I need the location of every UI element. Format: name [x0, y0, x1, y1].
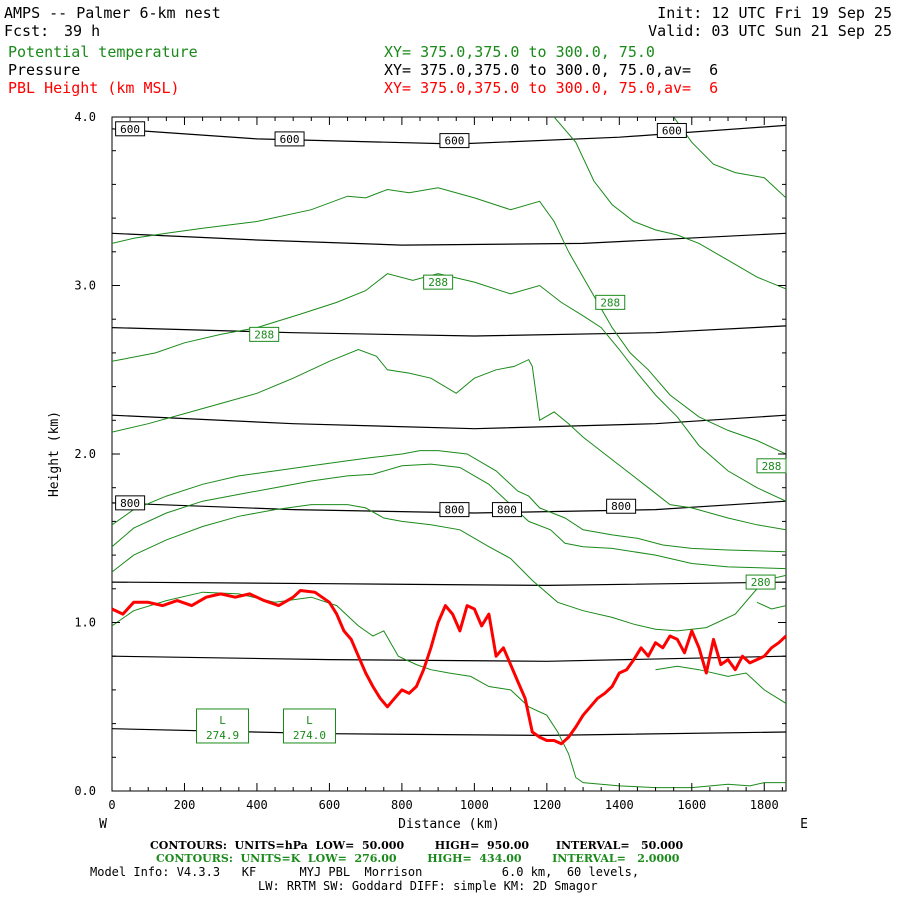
theta-label: 280 — [751, 576, 771, 589]
footer-theta-contours: CONTOURS: UNITS=K LOW= 276.00 HIGH= 434.… — [156, 852, 680, 865]
field-theta-name: Potential temperature — [8, 43, 198, 61]
pressure-label-box — [656, 122, 687, 138]
theta-contour-3 — [112, 273, 786, 502]
pressure-contour-850 — [112, 581, 786, 587]
theta-contour-4 — [112, 348, 786, 531]
pressure-label-box — [606, 498, 637, 514]
pressure-contour-650 — [112, 232, 786, 246]
valid-time: Valid: 03 UTC Sun 21 Sep 25 — [648, 22, 892, 40]
model-title: AMPS -- Palmer 6-km nest — [4, 4, 221, 22]
theta-contour-8 — [112, 591, 786, 789]
y-tick-label: 0.0 — [74, 784, 96, 798]
x-tick-label: 1600 — [677, 798, 706, 812]
theta-contour-0 — [553, 117, 786, 290]
low-marker-value: 274.0 — [293, 729, 326, 742]
forecast-label: Fcst: — [4, 22, 50, 40]
plot-frame — [111, 116, 787, 792]
theta-label-box — [745, 574, 776, 590]
pressure-label: 800 — [611, 500, 631, 513]
contour-labels: 600 600 600 600 800 800 800 800 288 288 288 288 280 L… — [115, 121, 787, 744]
low-marker-box — [196, 708, 250, 744]
pressure-label-box — [491, 502, 522, 518]
pressure-contour-800 — [112, 500, 786, 514]
theta-label: 288 — [600, 296, 620, 309]
low-marker-value: 274.9 — [206, 729, 239, 742]
pressure-label: 800 — [497, 504, 517, 517]
theta-label-box — [756, 458, 787, 474]
pressure-label-box — [439, 133, 470, 149]
y-tick-label: 3.0 — [74, 279, 96, 293]
x-tick-label: 800 — [391, 798, 413, 812]
init-time: Init: 12 UTC Fri 19 Sep 25 — [657, 4, 892, 22]
theta-contour-5 — [112, 450, 786, 553]
pressure-label-box — [115, 495, 146, 511]
theta-label-box — [423, 274, 454, 290]
x-tick-label: 1800 — [750, 798, 779, 812]
pressure-label: 600 — [444, 135, 464, 148]
theta-contours — [112, 117, 786, 789]
x-tick-label: 200 — [174, 798, 196, 812]
theta-label-box — [249, 326, 280, 342]
theta-label: 288 — [254, 328, 274, 341]
footer-model-info-2: LW: RRTM SW: Goddard DIFF: simple KM: 2D… — [258, 879, 598, 893]
x-axis-title: Distance (km) — [398, 817, 500, 832]
forecast-hour: 39 h — [64, 22, 101, 40]
pressure-contours — [112, 124, 786, 737]
axes: 0 200 400 600 800 1000 1200 1400 1600 1800 0.0 1.0 2… — [74, 110, 786, 812]
theta-label-box — [595, 294, 626, 310]
x-axis-west-label: W — [99, 817, 107, 832]
field-pressure-xy: XY= 375.0,375.0 to 300.0, 75.0,av= 6 — [384, 61, 719, 79]
theta-contour-6 — [112, 463, 786, 570]
field-theta-xy: XY= 375.0,375.0 to 300.0, 75.0 — [384, 43, 655, 61]
footer-pressure-contours: CONTOURS: UNITS=hPa LOW= 50.000 HIGH= 95… — [150, 839, 684, 852]
y-tick-label: 2.0 — [74, 447, 96, 461]
theta-contour-1 — [673, 117, 786, 199]
low-marker-symbol: L — [306, 714, 313, 727]
field-pbl-xy: XY= 375.0,375.0 to 300.0, 75.0,av= 6 — [384, 79, 719, 97]
pressure-label: 600 — [280, 133, 300, 146]
x-tick-label: 0 — [108, 798, 115, 812]
x-tick-label: 400 — [246, 798, 268, 812]
theta-contour-9 — [655, 665, 786, 704]
pressure-contour-900 — [112, 655, 786, 662]
x-tick-label: 1400 — [605, 798, 634, 812]
pressure-label-box — [274, 131, 305, 147]
low-marker-symbol: L — [219, 714, 226, 727]
x-axis-east-label: E — [800, 817, 808, 832]
theta-contour-10 — [756, 601, 786, 610]
pressure-label-box — [439, 502, 470, 518]
theta-contour-7 — [112, 504, 786, 632]
pressure-contour-700 — [112, 325, 786, 337]
pressure-label-box — [115, 121, 146, 137]
x-tick-label: 1000 — [460, 798, 489, 812]
footer-model-info: Model Info: V4.3.3 KF MYJ PBL Morrison 6… — [90, 865, 640, 879]
pressure-label: 600 — [120, 123, 140, 136]
y-tick-label: 1.0 — [74, 616, 96, 630]
x-tick-label: 600 — [319, 798, 341, 812]
theta-label: 288 — [428, 276, 448, 289]
theta-label: 288 — [762, 460, 782, 473]
y-axis-title: Height (km) — [47, 411, 62, 497]
pbl-height-line — [111, 589, 788, 746]
pbl-series-line — [111, 589, 788, 746]
pressure-label: 800 — [444, 504, 464, 517]
field-pbl-name: PBL Height (km MSL) — [8, 79, 180, 97]
field-pressure-name: Pressure — [8, 61, 81, 79]
pressure-contour-750 — [112, 414, 786, 430]
low-marker-box — [282, 708, 336, 744]
pressure-label: 600 — [662, 124, 682, 137]
y-tick-label: 4.0 — [74, 110, 96, 124]
theta-contour-2 — [112, 187, 786, 455]
x-tick-label: 1200 — [532, 798, 561, 812]
pressure-label: 800 — [120, 497, 140, 510]
